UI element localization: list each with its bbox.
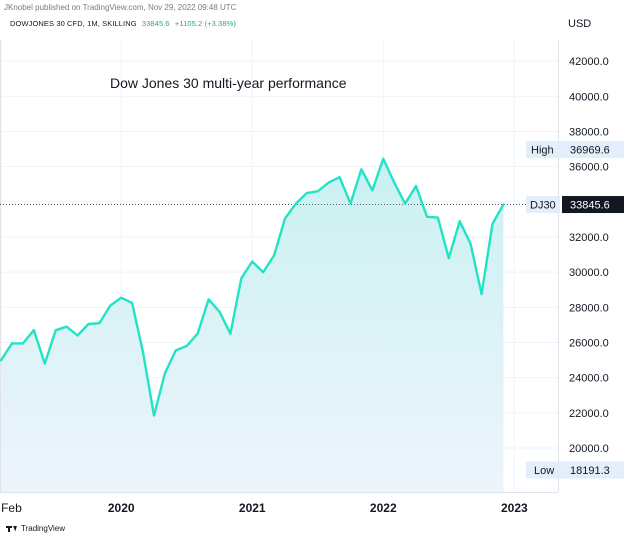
- data-point: [66, 326, 68, 328]
- data-point: [404, 203, 406, 205]
- data-point: [44, 363, 46, 365]
- data-point: [262, 271, 264, 273]
- data-point: [273, 254, 275, 256]
- data-point: [295, 203, 297, 205]
- data-point: [11, 342, 13, 344]
- data-points: [0, 158, 504, 417]
- y-tick-label: 38000.0: [569, 126, 609, 138]
- high-marker: High 36969.6: [526, 141, 624, 159]
- data-point: [382, 158, 384, 160]
- data-point: [393, 181, 395, 184]
- x-tick-label: 2020: [108, 501, 135, 515]
- high-value: 36969.6: [570, 145, 610, 157]
- data-point: [186, 345, 188, 347]
- data-point: [459, 220, 461, 222]
- y-tick-label: 32000.0: [569, 232, 609, 244]
- data-point: [98, 322, 100, 324]
- data-point: [164, 372, 166, 374]
- data-point: [328, 181, 330, 184]
- data-point: [109, 305, 111, 307]
- data-point: [229, 333, 231, 335]
- y-tick-label: 26000.0: [569, 338, 609, 350]
- tradingview-brand[interactable]: TradingView: [6, 524, 65, 533]
- data-point: [131, 302, 133, 304]
- data-point: [349, 203, 352, 205]
- data-point: [437, 217, 439, 219]
- data-point: [284, 217, 286, 220]
- x-tick-label: 2022: [370, 501, 397, 515]
- data-point: [197, 333, 199, 335]
- symbol-legend[interactable]: DOWJONES 30 CFD, 1M, SKILLING 33845.6 +1…: [10, 19, 236, 28]
- data-point: [371, 189, 373, 191]
- data-point: [306, 192, 308, 194]
- last-price-marker: DJ30 33845.6: [526, 196, 624, 214]
- data-point: [208, 298, 210, 300]
- y-tick-label: 40000.0: [569, 91, 609, 103]
- data-point: [448, 257, 450, 259]
- data-point: [339, 176, 341, 178]
- data-point: [175, 349, 177, 351]
- low-label: Low: [534, 465, 554, 477]
- data-point: [502, 203, 504, 206]
- tradingview-logo-icon: [6, 525, 18, 533]
- symbol-name: DOWJONES 30 CFD, 1M, SKILLING: [10, 19, 137, 28]
- data-point: [218, 311, 221, 313]
- price-area-fill: [1, 158, 504, 492]
- data-point: [87, 323, 90, 325]
- y-tick-label: 22000.0: [569, 408, 609, 420]
- y-tick-label: 42000.0: [569, 56, 609, 68]
- last-price: 33845.6: [141, 19, 170, 28]
- data-point: [481, 293, 483, 295]
- brand-label: TradingView: [21, 524, 66, 533]
- data-point: [240, 277, 242, 279]
- data-point: [251, 261, 253, 263]
- y-tick-label: 36000.0: [569, 162, 609, 174]
- y-tick-label: 30000.0: [569, 267, 609, 279]
- data-point: [55, 329, 57, 331]
- data-point: [153, 414, 155, 417]
- high-label: High: [531, 145, 554, 157]
- symbol-tag: DJ30: [530, 200, 556, 212]
- data-point: [470, 243, 472, 245]
- price-change: +1105.2 (+3.38%): [174, 19, 236, 28]
- low-value: 18191.3: [570, 465, 610, 477]
- published-info: JKnobel published on TradingView.com, No…: [4, 3, 237, 12]
- x-tick-label: 2021: [239, 501, 266, 515]
- data-point: [76, 334, 79, 337]
- data-point: [415, 185, 417, 187]
- currency-label[interactable]: USD: [568, 18, 592, 30]
- y-tick-label: 24000.0: [569, 373, 609, 385]
- data-point: [142, 351, 144, 353]
- price-axis[interactable]: 20000.0 22000.0 24000.0 26000.0 28000.0 30000…: [569, 56, 609, 455]
- data-point: [120, 297, 122, 299]
- data-point: [491, 223, 494, 225]
- chart-title: Dow Jones 30 multi-year performance: [110, 75, 347, 91]
- x-tick-label: Feb: [1, 501, 22, 515]
- time-axis[interactable]: Feb 2020 2021 2022 2023: [1, 501, 528, 515]
- y-tick-label: 28000.0: [569, 302, 609, 314]
- x-tick-label: 2023: [501, 501, 528, 515]
- last-price-tag: 33845.6: [570, 200, 610, 212]
- data-point: [33, 329, 35, 331]
- data-point: [426, 216, 428, 218]
- data-point: [22, 342, 24, 344]
- y-tick-label: 20000.0: [569, 443, 609, 455]
- low-marker: Low 18191.3: [526, 461, 624, 479]
- data-point: [317, 190, 319, 192]
- data-point: [360, 168, 362, 170]
- data-point: [0, 359, 2, 361]
